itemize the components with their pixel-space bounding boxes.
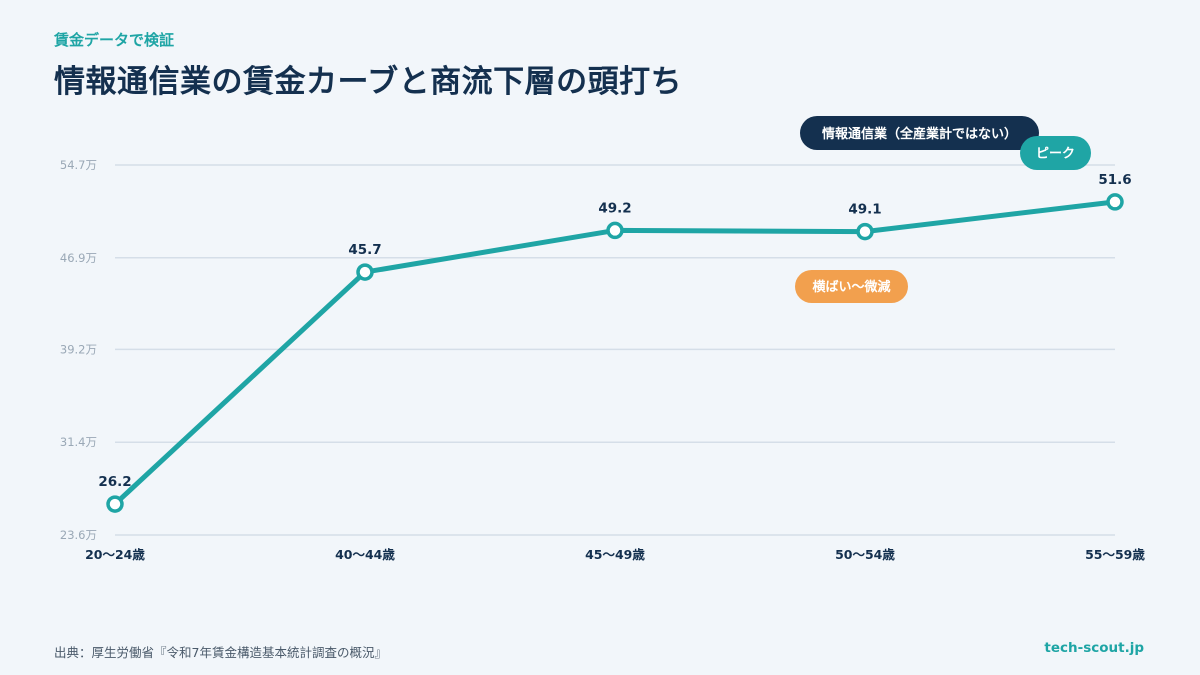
legend-pill bbox=[800, 116, 1039, 150]
series-line bbox=[112, 199, 1118, 507]
y-tick-label: 54.7万 bbox=[60, 158, 97, 172]
x-tick-layer: 20〜24歳 40〜44歳 45〜49歳 50〜54歳 55〜59歳 bbox=[85, 547, 1145, 562]
legend-label: 情報通信業（全産業計ではない） bbox=[822, 126, 1017, 142]
data-point bbox=[356, 263, 374, 281]
data-label: 26.2 bbox=[98, 474, 131, 490]
annotation-label: ピーク bbox=[1036, 147, 1075, 162]
y-tick-label: 23.6万 bbox=[60, 528, 97, 542]
data-point bbox=[106, 495, 124, 513]
data-label: 45.7 bbox=[348, 242, 381, 258]
data-label: 49.1 bbox=[848, 202, 881, 218]
data-point bbox=[856, 222, 874, 241]
annotation-pill bbox=[1020, 136, 1091, 170]
site-link[interactable]: tech-scout.jp bbox=[1044, 640, 1144, 656]
x-tick-label: 45〜49歳 bbox=[585, 547, 645, 562]
series-line-layer bbox=[112, 199, 1118, 507]
y-tick-layer: 23.6万 31.4万 39.2万 46.9万 54.7万 bbox=[60, 158, 97, 542]
x-tick-label: 40〜44歳 bbox=[335, 547, 395, 562]
page-title: 情報通信業の賃金カーブと商流下層の頭打ち bbox=[54, 64, 683, 100]
data-label-layer: 26.2 45.7 49.2 49.1 51.6 bbox=[98, 172, 1131, 490]
x-tick-label: 20〜24歳 bbox=[85, 547, 145, 562]
data-point bbox=[606, 221, 624, 240]
data-label: 49.2 bbox=[598, 200, 631, 216]
y-tick-label: 46.9万 bbox=[60, 251, 97, 265]
data-point-layer bbox=[106, 193, 1124, 513]
x-tick-label: 50〜54歳 bbox=[835, 547, 895, 562]
x-tick-label: 55〜59歳 bbox=[1085, 547, 1145, 562]
y-tick-label: 39.2万 bbox=[60, 342, 97, 356]
annotation-pill bbox=[795, 270, 908, 303]
grid-layer bbox=[115, 164, 1115, 536]
y-tick-label: 31.4万 bbox=[60, 435, 97, 449]
source-note: 出典：厚生労働省『令和7年賃金構造基本統計調査の概況』 bbox=[54, 645, 387, 660]
data-point bbox=[1106, 193, 1124, 211]
eyebrow-label: 賃金データで検証 bbox=[54, 31, 175, 49]
data-label: 51.6 bbox=[1098, 172, 1131, 188]
annotation-label: 横ばい〜微減 bbox=[812, 279, 890, 295]
